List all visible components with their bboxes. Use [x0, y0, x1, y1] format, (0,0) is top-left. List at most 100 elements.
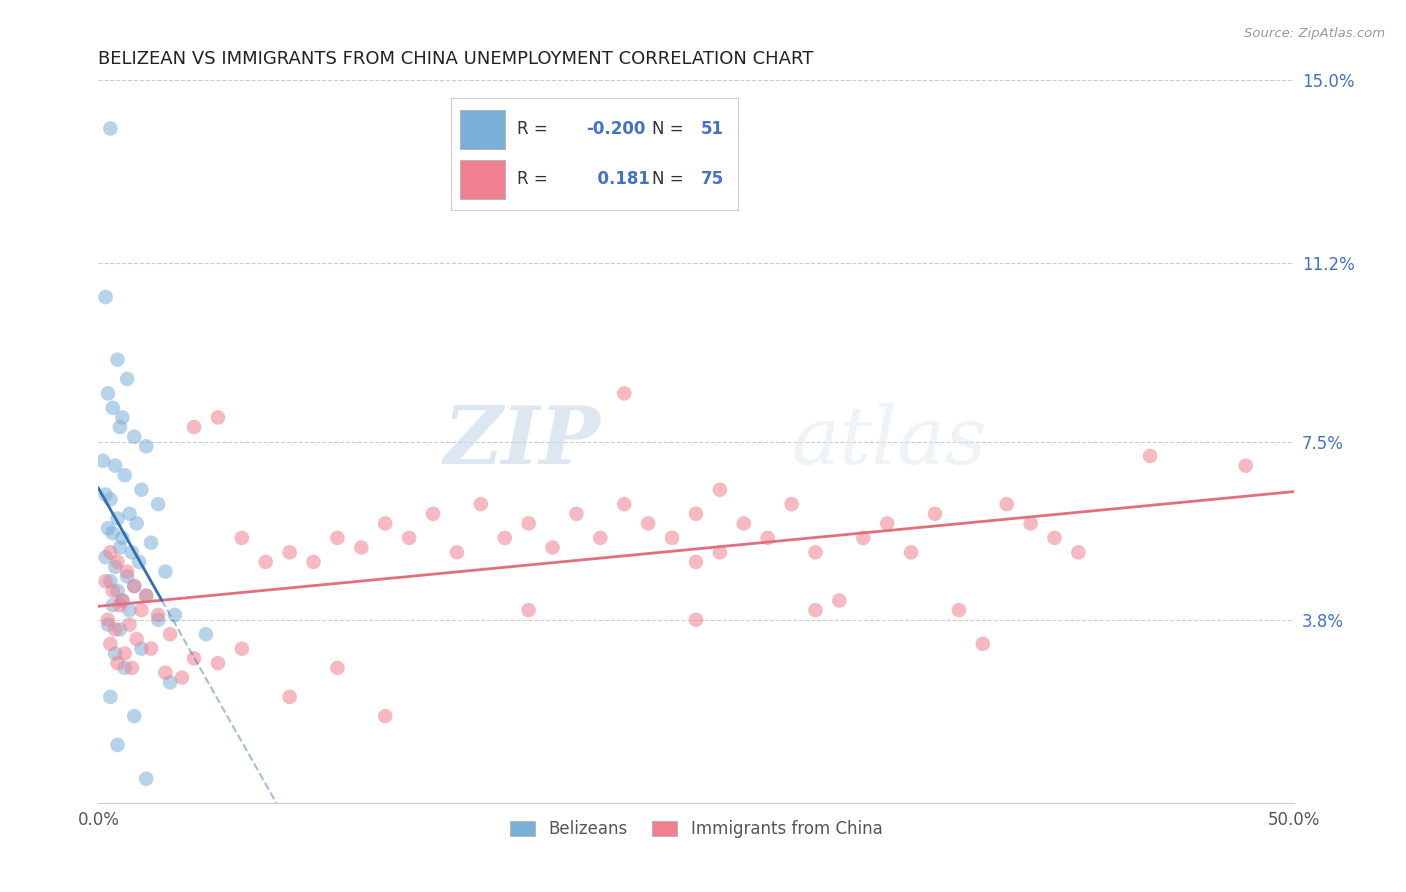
Point: [125, 516, 148, 531]
Point: [107, 738, 129, 752]
Point: [94, 487, 117, 501]
Point: [94, 550, 117, 565]
Point: [121, 661, 143, 675]
Point: [135, 589, 157, 603]
Point: [589, 531, 612, 545]
Point: [613, 386, 636, 401]
Point: [278, 690, 301, 704]
Point: [1234, 458, 1257, 473]
Point: [183, 420, 205, 434]
Point: [1067, 545, 1090, 559]
Point: [804, 545, 827, 559]
Point: [111, 593, 134, 607]
Point: [924, 507, 946, 521]
Point: [709, 483, 731, 497]
Point: [374, 709, 396, 723]
Point: [128, 555, 150, 569]
Point: [118, 507, 141, 521]
Point: [948, 603, 970, 617]
Point: [159, 675, 181, 690]
Point: [1019, 516, 1042, 531]
Point: [111, 593, 134, 607]
Point: [494, 531, 516, 545]
Point: [231, 641, 253, 656]
Point: [101, 526, 124, 541]
Point: [115, 565, 138, 579]
Point: [98, 574, 122, 589]
Point: [183, 651, 205, 665]
Point: [107, 555, 129, 569]
Point: [876, 516, 898, 531]
Point: [278, 545, 301, 559]
Point: [517, 603, 540, 617]
Point: [98, 492, 122, 507]
Point: [98, 690, 122, 704]
Point: [107, 511, 129, 525]
Point: [661, 531, 683, 545]
Point: [207, 656, 229, 670]
Text: BELIZEAN VS IMMIGRANTS FROM CHINA UNEMPLOYMENT CORRELATION CHART: BELIZEAN VS IMMIGRANTS FROM CHINA UNEMPL…: [98, 50, 814, 68]
Point: [97, 521, 120, 535]
Point: [1043, 531, 1066, 545]
Point: [114, 468, 136, 483]
Point: [148, 607, 170, 622]
Point: [124, 430, 146, 444]
Point: [111, 531, 134, 545]
Point: [115, 372, 138, 386]
Point: [828, 593, 851, 607]
Point: [97, 386, 120, 401]
Point: [97, 617, 120, 632]
Point: [685, 613, 707, 627]
Point: [470, 497, 492, 511]
Point: [254, 555, 277, 569]
Text: Source: ZipAtlas.com: Source: ZipAtlas.com: [1244, 27, 1385, 40]
Point: [94, 574, 117, 589]
Point: [172, 671, 194, 685]
Point: [155, 565, 177, 579]
Point: [118, 603, 141, 617]
Point: [114, 647, 136, 661]
Point: [135, 439, 157, 453]
Point: [108, 541, 131, 555]
Point: [398, 531, 420, 545]
Point: [131, 483, 153, 497]
Point: [231, 531, 253, 545]
Point: [108, 623, 131, 637]
Point: [1139, 449, 1161, 463]
Point: [124, 579, 146, 593]
Point: [108, 599, 131, 613]
Point: [104, 647, 127, 661]
Point: [91, 454, 114, 468]
Point: [125, 632, 148, 646]
Point: [159, 627, 181, 641]
Point: [104, 458, 127, 473]
Point: [121, 545, 143, 559]
Point: [107, 352, 129, 367]
Point: [565, 507, 588, 521]
Point: [685, 507, 707, 521]
Point: [326, 661, 349, 675]
Point: [98, 121, 122, 136]
Point: [900, 545, 922, 559]
Point: [98, 637, 122, 651]
Point: [104, 623, 127, 637]
Text: atlas: atlas: [792, 403, 987, 480]
Point: [852, 531, 875, 545]
Point: [135, 772, 157, 786]
Point: [995, 497, 1018, 511]
Point: [685, 555, 707, 569]
Point: [104, 559, 127, 574]
Point: [446, 545, 468, 559]
Point: [118, 617, 141, 632]
Point: [131, 641, 153, 656]
Point: [101, 599, 124, 613]
Point: [124, 709, 146, 723]
Point: [107, 656, 129, 670]
Point: [637, 516, 659, 531]
Point: [374, 516, 396, 531]
Point: [97, 613, 120, 627]
Point: [124, 579, 146, 593]
Point: [139, 641, 162, 656]
Point: [98, 545, 122, 559]
Point: [541, 541, 564, 555]
